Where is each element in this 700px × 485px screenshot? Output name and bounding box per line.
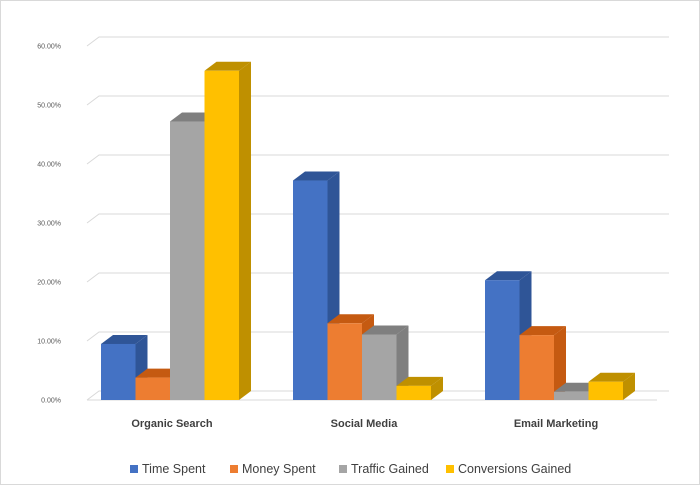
y-tick-label: 30.00% [37, 221, 61, 228]
legend-label: Traffic Gained [351, 462, 429, 476]
bar [396, 376, 443, 400]
bar-side [239, 61, 251, 400]
bar-front [327, 323, 362, 400]
legend-swatch [130, 465, 138, 473]
bar-top [101, 334, 148, 344]
category-label: Organic Search [131, 418, 213, 430]
category-label: Social Media [331, 418, 399, 430]
gridline [86, 36, 669, 47]
y-tick-label: 60.00% [37, 44, 61, 51]
bar-top [204, 61, 251, 71]
gridline [86, 95, 669, 106]
legend-item: Traffic Gained [339, 462, 429, 476]
bar-top [485, 271, 532, 281]
bar-side [431, 376, 443, 400]
legend-item: Conversions Gained [446, 462, 571, 476]
y-tick-label: 0.00% [41, 398, 61, 405]
gridline [86, 213, 669, 224]
bar-top [293, 171, 340, 181]
y-tick-label: 40.00% [37, 162, 61, 169]
bar-front [554, 391, 589, 400]
legend: Time Spent Money Spent Traffic Gained Conve… [130, 462, 571, 476]
gridlines [86, 36, 669, 401]
gridline [86, 331, 669, 342]
bar-front [485, 280, 520, 400]
y-tick-label: 10.00% [37, 339, 61, 346]
legend-swatch [446, 465, 454, 473]
y-tick-label: 50.00% [37, 103, 61, 110]
bar [588, 372, 635, 400]
y-tick-label: 20.00% [37, 280, 61, 287]
bar-side [554, 326, 566, 400]
bar-front [204, 70, 239, 400]
gridline [86, 390, 669, 401]
bar-front [362, 334, 397, 400]
bar-side [623, 372, 635, 400]
bar [101, 334, 148, 400]
bar-front [170, 121, 205, 401]
bar-front [293, 180, 328, 400]
bar-front [396, 385, 431, 400]
bar-front [519, 335, 554, 400]
gridline [86, 154, 669, 165]
bar-top [588, 372, 635, 382]
bar-front [588, 381, 623, 400]
y-axis-ticks: 0.00% 10.00% 20.00% 30.00% 40.00% 50.00% 60.00… [37, 44, 61, 405]
legend-item: Money Spent [230, 462, 316, 476]
bar-top [362, 325, 409, 335]
bar-front [135, 377, 170, 400]
bars [101, 61, 635, 401]
bar-top [327, 314, 374, 324]
bar-top [519, 326, 566, 336]
legend-label: Conversions Gained [458, 462, 571, 476]
gridline [86, 272, 669, 283]
bar-front [101, 343, 136, 400]
bar [204, 61, 251, 400]
x-axis-categories: Organic Search Social Media Email Marketin… [131, 418, 598, 430]
bar [362, 325, 409, 400]
legend-item: Time Spent [130, 462, 206, 476]
bar [519, 326, 566, 400]
category-label: Email Marketing [514, 418, 598, 430]
legend-swatch [230, 465, 238, 473]
legend-swatch [339, 465, 347, 473]
bar-top [396, 376, 443, 386]
legend-label: Money Spent [242, 462, 316, 476]
legend-label: Time Spent [142, 462, 206, 476]
